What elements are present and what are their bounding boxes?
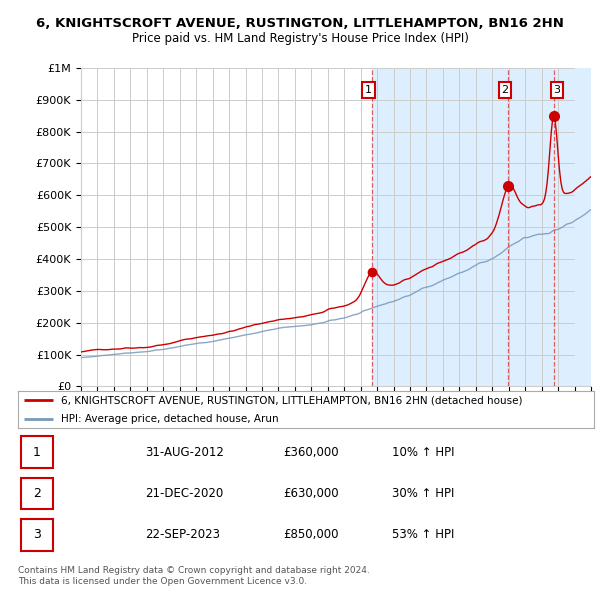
Text: 6, KNIGHTSCROFT AVENUE, RUSTINGTON, LITTLEHAMPTON, BN16 2HN (detached house): 6, KNIGHTSCROFT AVENUE, RUSTINGTON, LITT…	[61, 395, 523, 405]
Text: Contains HM Land Registry data © Crown copyright and database right 2024.: Contains HM Land Registry data © Crown c…	[18, 566, 370, 575]
Text: 3: 3	[553, 85, 560, 95]
Text: 3: 3	[33, 528, 41, 542]
FancyBboxPatch shape	[21, 519, 53, 550]
Bar	[575, 68, 591, 386]
Text: 53% ↑ HPI: 53% ↑ HPI	[392, 528, 455, 542]
Text: Price paid vs. HM Land Registry's House Price Index (HPI): Price paid vs. HM Land Registry's House …	[131, 32, 469, 45]
Text: HPI: Average price, detached house, Arun: HPI: Average price, detached house, Arun	[61, 414, 279, 424]
Text: 21-DEC-2020: 21-DEC-2020	[145, 487, 223, 500]
Bar	[371, 68, 591, 386]
Text: 6, KNIGHTSCROFT AVENUE, RUSTINGTON, LITTLEHAMPTON, BN16 2HN: 6, KNIGHTSCROFT AVENUE, RUSTINGTON, LITT…	[36, 17, 564, 30]
Text: 30% ↑ HPI: 30% ↑ HPI	[392, 487, 455, 500]
FancyBboxPatch shape	[21, 437, 53, 468]
Text: 22-SEP-2023: 22-SEP-2023	[145, 528, 220, 542]
Text: £630,000: £630,000	[283, 487, 338, 500]
Text: £850,000: £850,000	[283, 528, 338, 542]
Text: 31-AUG-2012: 31-AUG-2012	[145, 445, 224, 459]
Text: £360,000: £360,000	[283, 445, 338, 459]
Text: 1: 1	[365, 85, 372, 95]
Text: 10% ↑ HPI: 10% ↑ HPI	[392, 445, 455, 459]
Text: This data is licensed under the Open Government Licence v3.0.: This data is licensed under the Open Gov…	[18, 576, 307, 586]
Text: 2: 2	[502, 85, 509, 95]
FancyBboxPatch shape	[21, 478, 53, 509]
Text: 1: 1	[33, 445, 41, 459]
Text: 2: 2	[33, 487, 41, 500]
